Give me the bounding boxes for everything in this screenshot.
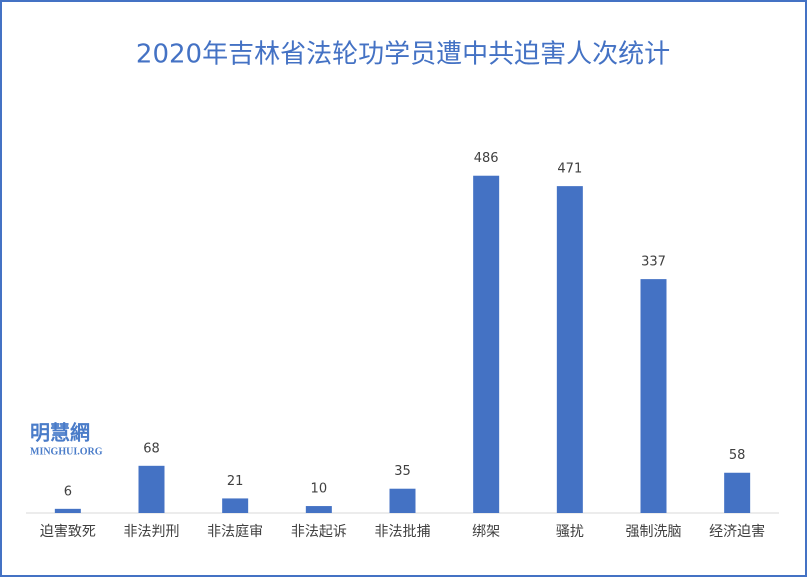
data-label: 68 [143,441,160,456]
data-label: 337 [641,255,666,270]
bar [222,498,249,513]
data-label: 58 [729,448,746,463]
bar [54,508,81,513]
bar [724,472,751,513]
bar [305,506,332,513]
bar [556,186,583,513]
bar [138,465,165,513]
x-tick-label: 强制洗脑 [626,524,682,540]
x-tick-label: 非法庭审 [207,523,263,540]
data-label: 10 [311,482,328,497]
x-tick-label: 经济迫害 [709,524,765,540]
data-label: 35 [394,464,411,479]
chart-title: 2020年吉林省法轮功学员遭中共迫害人次统计 [136,40,670,70]
x-tick-label: 绑架 [472,524,500,540]
watermark-site: MINGHUI.ORG [30,446,103,457]
x-tick-label: 非法批捕 [375,524,431,540]
x-tick-label: 骚扰 [556,524,584,540]
data-label: 471 [557,162,582,177]
bar [473,175,500,513]
watermark-name: 明慧網 [30,421,90,445]
x-tick-label: 迫害致死 [40,524,96,540]
data-label: 486 [474,151,499,166]
x-tick-label: 非法起诉 [291,524,347,540]
bar [640,279,667,513]
bar [389,488,416,513]
x-tick-label: 非法判刑 [124,524,180,540]
data-label: 6 [64,484,72,499]
data-label: 21 [227,474,244,489]
